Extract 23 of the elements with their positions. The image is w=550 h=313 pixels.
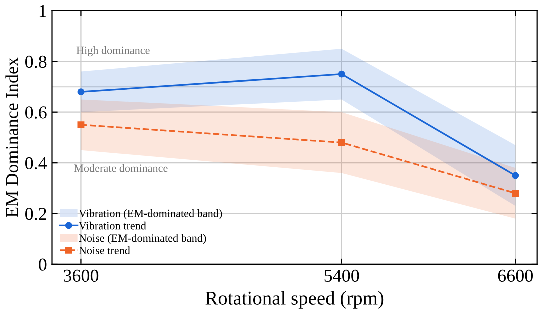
legend-label: Noise trend	[79, 246, 130, 254]
annotation: High dominance	[76, 46, 150, 57]
annotation: Moderate dominance	[74, 164, 168, 172]
x-axis-title: Rotational speed (rpm)	[206, 291, 384, 309]
x-tick-label: 5400	[324, 270, 360, 282]
y-tick-label: 0.4	[26, 157, 48, 170]
legend-label: Noise (EM-dominated band)	[79, 234, 206, 244]
x-tick-label: 3600	[64, 270, 99, 282]
point	[512, 190, 520, 197]
point	[338, 70, 346, 78]
y-tick-label: 0.8	[26, 56, 47, 68]
point	[78, 88, 85, 96]
legend-label: Vibration trend	[79, 222, 146, 230]
y-tick-label: 0	[39, 258, 47, 271]
y-axis-title: EM Dominance Index	[6, 58, 18, 218]
point	[338, 139, 346, 146]
x-tick-label: 6600	[498, 270, 533, 282]
y-tick-label: 0.6	[26, 106, 47, 119]
legend-label: Vibration (EM-dominated band)	[79, 210, 222, 220]
y-tick-label: 1	[40, 5, 46, 18]
point	[78, 122, 85, 129]
y-tick-label: 0.2	[26, 208, 46, 220]
point	[512, 172, 520, 180]
